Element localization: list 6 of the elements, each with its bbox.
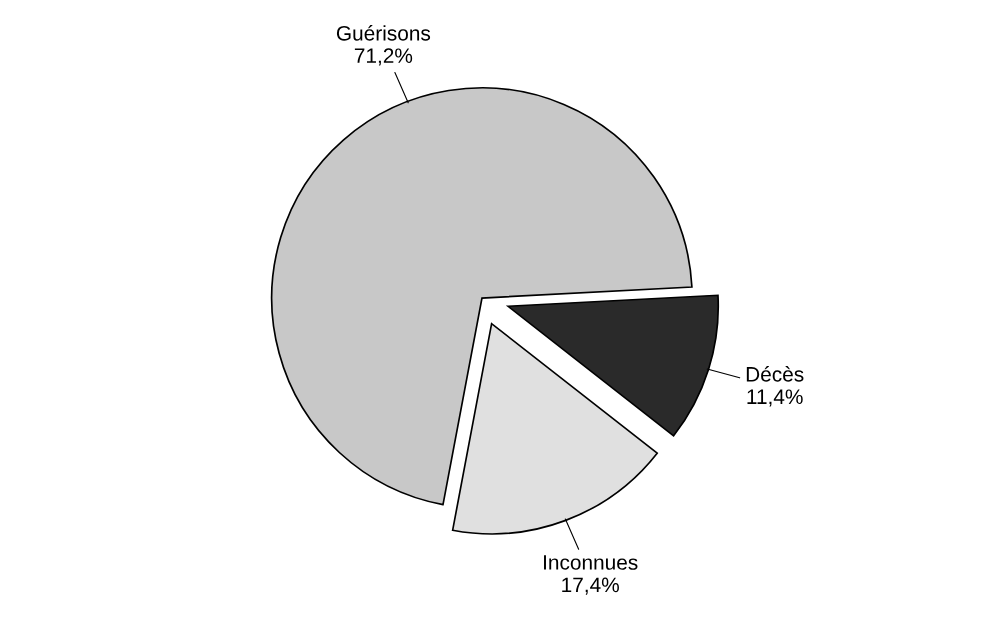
data-label: 11,4% bbox=[747, 389, 803, 407]
data-label: 71,2% bbox=[354, 48, 413, 66]
slice-label: Guérisons bbox=[336, 25, 431, 41]
slice-label: Inconnues bbox=[544, 555, 638, 570]
slice-label: Décès bbox=[746, 366, 804, 382]
data-label: 17,4% bbox=[562, 577, 619, 595]
